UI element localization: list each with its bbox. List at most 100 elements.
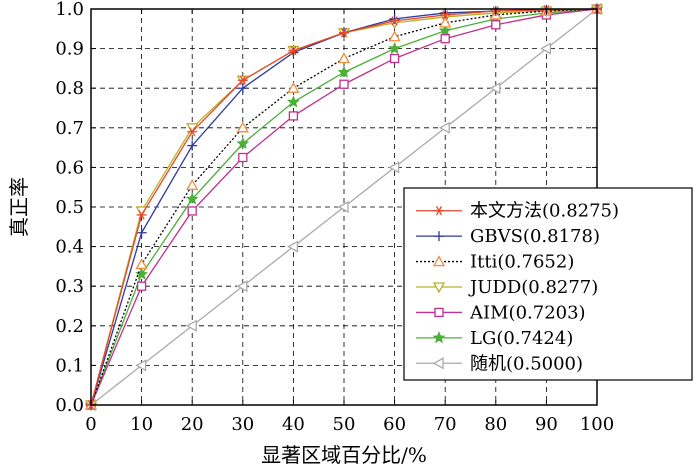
data-point	[388, 30, 401, 42]
data-point	[136, 227, 147, 238]
legend: 本文方法(0.8275) GBVS(0.8178) Itti(0.7652) JUDD…	[403, 187, 693, 381]
series-line	[90, 8, 598, 406]
legend-label: 随机(0.5000)	[470, 353, 583, 374]
x-axis-label: 显著区域百分比/%	[261, 443, 427, 467]
legend-marker	[432, 255, 446, 267]
data-point	[287, 95, 300, 108]
legend-marker	[434, 307, 444, 318]
y-tick-label: 0.6	[55, 157, 84, 178]
marker-square	[434, 307, 444, 318]
data-point	[389, 13, 400, 24]
x-tick-label: 80	[484, 414, 507, 435]
data-point	[238, 152, 248, 163]
marker-square	[440, 34, 450, 44]
marker-triangle-left	[438, 121, 450, 134]
marker-triangle-up	[287, 81, 300, 93]
data-point	[136, 281, 147, 291]
data-point	[187, 206, 197, 216]
data-point	[187, 127, 198, 137]
legend-marker	[434, 206, 444, 216]
data-point	[186, 178, 199, 190]
marker-asterisk	[391, 16, 398, 26]
legend-item: Itti(0.7652)	[416, 252, 574, 273]
y-tick-label: 0.2	[55, 316, 84, 337]
data-point	[185, 192, 199, 205]
y-tick-label: 0.7	[55, 118, 84, 139]
marker-star	[432, 331, 446, 344]
series-0	[86, 4, 602, 410]
marker-triangle-up	[439, 16, 452, 28]
data-point	[339, 79, 349, 89]
legend-marker	[432, 282, 446, 294]
legend-item: AIM(0.7203)	[416, 302, 586, 323]
y-tick-label: 0.8	[55, 78, 84, 99]
data-point	[135, 267, 148, 280]
data-point	[288, 45, 299, 56]
marker-asterisk	[138, 210, 145, 220]
data-point	[236, 121, 249, 133]
marker-triangle-left	[185, 319, 197, 332]
marker-triangle-left	[337, 200, 349, 214]
x-tick-label: 100	[580, 414, 614, 435]
marker-triangle-up	[337, 52, 351, 64]
marker-triangle-left	[432, 357, 444, 370]
x-tick-label: 10	[130, 414, 153, 435]
data-point	[337, 65, 351, 78]
legend-label: AIM(0.7203)	[469, 302, 586, 323]
series-group	[84, 2, 604, 412]
data-point	[491, 20, 501, 30]
y-tick-label: 0.9	[55, 39, 84, 60]
y-tick-label: 0.4	[55, 237, 84, 258]
x-tick-label: 30	[231, 414, 254, 435]
data-point	[540, 42, 552, 55]
marker-star	[287, 95, 300, 108]
marker-triangle-left	[489, 82, 501, 95]
marker-triangle-up	[432, 255, 446, 267]
data-point	[438, 24, 452, 37]
legend-item: LG(0.7424)	[416, 328, 573, 349]
data-point	[440, 34, 450, 44]
legend-item: GBVS(0.8178)	[416, 226, 600, 247]
x-tick-label: 70	[434, 414, 457, 435]
marker-star	[337, 65, 351, 78]
legend-marker	[434, 231, 444, 242]
marker-square	[238, 152, 248, 163]
x-tick-label: 60	[383, 414, 406, 435]
x-tick-labels: 0 10 20 30 40 50 60 70 80 90 100	[85, 9, 614, 435]
legend-label: 本文方法(0.8275)	[470, 201, 619, 222]
data-point	[236, 280, 248, 293]
marker-square	[187, 206, 197, 216]
data-point	[187, 140, 198, 151]
marker-square	[339, 79, 349, 89]
legend-marker	[432, 331, 446, 344]
data-point	[439, 16, 452, 28]
marker-triangle-left	[540, 42, 552, 55]
data-point	[237, 75, 248, 85]
data-point	[287, 240, 299, 253]
marker-star	[185, 192, 199, 205]
y-tick-label: 0.1	[55, 355, 84, 376]
data-point	[337, 200, 349, 214]
data-point	[135, 258, 148, 270]
data-point	[339, 28, 349, 38]
marker-asterisk	[435, 206, 443, 216]
y-tick-label: 1.0	[55, 0, 84, 20]
legend-item: 本文方法(0.8275)	[416, 201, 619, 222]
marker-triangle-up	[186, 178, 199, 190]
marker-square	[491, 20, 501, 30]
marker-asterisk	[442, 10, 449, 20]
data-point	[237, 83, 248, 94]
x-tick-label: 50	[333, 414, 356, 435]
legend-label: JUDD(0.8277)	[468, 277, 598, 298]
marker-triangle-left	[135, 359, 147, 372]
marker-triangle-down	[432, 282, 446, 294]
marker-triangle-up	[236, 121, 249, 133]
data-point	[337, 52, 351, 64]
legend-box	[403, 187, 693, 381]
data-point	[288, 111, 299, 121]
data-point	[440, 10, 451, 20]
y-tick-label: 0.0	[55, 395, 84, 416]
marker-asterisk	[239, 75, 246, 85]
x-tick-label: 0	[85, 414, 96, 435]
marker-triangle-up	[135, 258, 148, 270]
